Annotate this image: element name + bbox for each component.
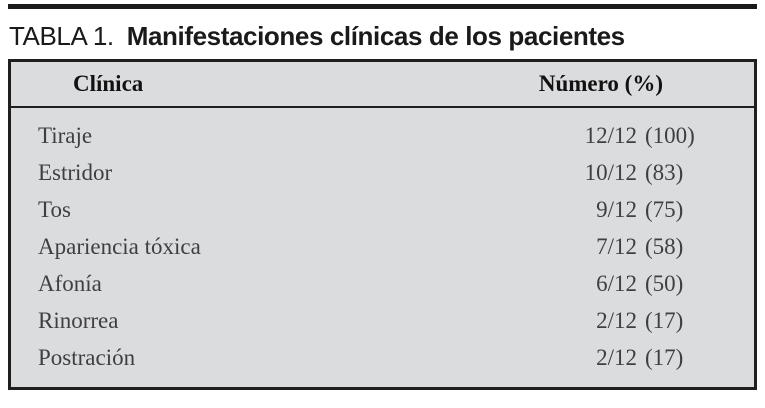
row-fraction: 2/12 (596, 307, 637, 333)
table-body: Tiraje 12/12 (100) Estridor 10/12 (83) Tos… (11, 108, 754, 376)
row-value: 6/12 (50) (573, 271, 695, 297)
row-fraction: 6/12 (596, 270, 637, 296)
row-percent: (58) (645, 233, 684, 259)
table-row: Tos 9/12 (75) (11, 191, 754, 228)
row-fraction: 7/12 (596, 233, 637, 259)
row-label: Apariencia tóxica (38, 233, 201, 259)
row-fraction: 9/12 (596, 196, 637, 222)
row-value: 2/12 (17) (573, 345, 695, 371)
table-row: Rinorrea 2/12 (17) (11, 302, 754, 339)
row-fraction: 10/12 (584, 159, 637, 185)
row-value: 2/12 (17) (573, 308, 695, 334)
table-row: Afonía 6/12 (50) (11, 265, 754, 302)
row-label: Rinorrea (38, 307, 119, 333)
column-header-clinica: Clínica (73, 71, 144, 96)
column-header-numero: Número (%) (538, 71, 663, 96)
row-label: Tos (38, 196, 71, 222)
clinical-manifestations-table: Clínica Número (%) Tiraje 12/12 (100) Est… (8, 59, 757, 390)
row-percent: (100) (645, 122, 695, 148)
row-label: Tiraje (38, 122, 93, 148)
row-percent: (17) (645, 307, 684, 333)
row-fraction: 12/12 (584, 122, 637, 148)
row-value: 10/12 (83) (573, 160, 695, 186)
row-fraction: 2/12 (596, 344, 637, 370)
row-percent: (50) (645, 270, 684, 296)
row-value: 9/12 (75) (573, 197, 695, 223)
table-row: Apariencia tóxica 7/12 (58) (11, 228, 754, 265)
row-label: Estridor (38, 159, 113, 185)
row-percent: (17) (645, 344, 684, 370)
table-row: Estridor 10/12 (83) (11, 154, 754, 191)
top-rule (8, 4, 757, 9)
table-row: Tiraje 12/12 (100) (11, 117, 754, 154)
table-row: Postración 2/12 (17) (11, 339, 754, 376)
table-title-number: TABLA 1. (9, 21, 114, 51)
table-title-heading: Manifestaciones clínicas de los paciente… (126, 21, 625, 51)
row-value: 12/12 (100) (573, 123, 695, 149)
table-header-row: Clínica Número (%) (11, 62, 754, 108)
row-percent: (83) (645, 159, 684, 185)
row-label: Postración (38, 344, 136, 370)
row-percent: (75) (645, 196, 684, 222)
row-label: Afonía (38, 270, 102, 296)
table-title: TABLA 1. Manifestaciones clínicas de los … (9, 22, 757, 50)
row-value: 7/12 (58) (573, 234, 695, 260)
